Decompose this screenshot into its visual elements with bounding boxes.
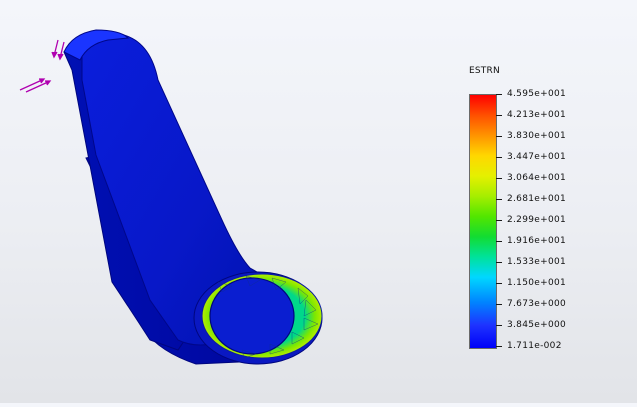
legend-tick-label: 1.711e-002 [507, 341, 562, 351]
legend-tick [496, 178, 502, 179]
legend-title: ESTRN [469, 66, 500, 76]
legend-tick [496, 136, 502, 137]
legend-tick [496, 241, 502, 242]
legend-tick-label: 4.213e+001 [507, 110, 567, 120]
legend-tick-label: 1.150e+001 [507, 278, 567, 288]
results-legend: ESTRN 4.595e+001 4.213e+001 3.830e+001 3… [464, 62, 614, 362]
legend-tick-label: 3.064e+001 [507, 173, 567, 183]
legend-tick [496, 262, 502, 263]
load-arrows [19, 39, 65, 93]
legend-tick-label: 3.830e+001 [507, 131, 567, 141]
legend-tick [496, 115, 502, 116]
legend-tick [496, 346, 502, 347]
part-bore [209, 277, 295, 355]
legend-tick [496, 325, 502, 326]
legend-tick-label: 3.447e+001 [507, 152, 567, 162]
legend-tick-label: 1.533e+001 [507, 257, 567, 267]
legend-tick-label: 7.673e+000 [507, 299, 567, 309]
mesh-elements [217, 275, 319, 359]
legend-tick-label: 2.299e+001 [507, 215, 567, 225]
legend-tick-label: 3.845e+000 [507, 320, 567, 330]
legend-tick [496, 304, 502, 305]
legend-tick [496, 94, 502, 95]
legend-tick [496, 157, 502, 158]
part-top-cap [63, 29, 130, 61]
legend-tick-label: 2.681e+001 [507, 194, 567, 204]
legend-tick-label: 4.595e+001 [507, 89, 567, 99]
legend-tick [496, 283, 502, 284]
legend-tick-label: 1.916e+001 [507, 236, 567, 246]
legend-tick [496, 199, 502, 200]
legend-tick [496, 220, 502, 221]
legend-colorbar [469, 94, 497, 349]
